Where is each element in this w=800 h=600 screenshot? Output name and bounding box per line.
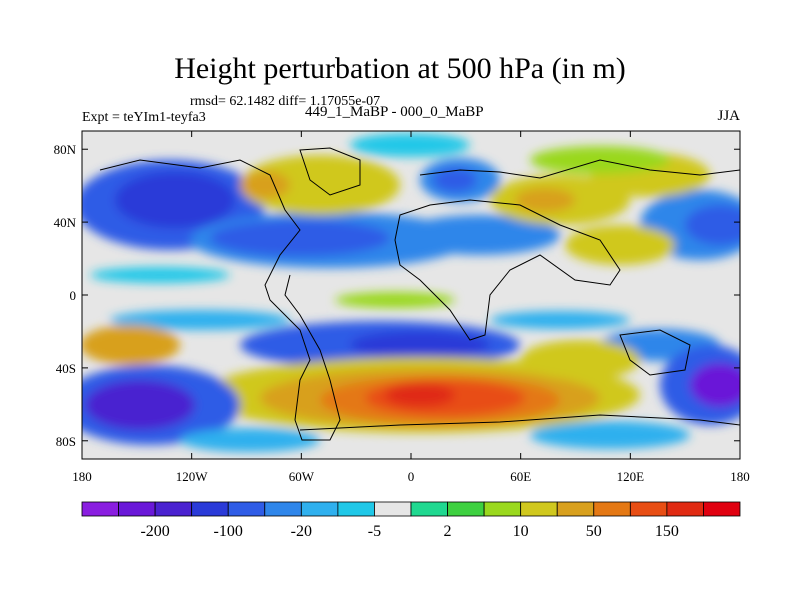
colorbar-swatch: [483, 501, 522, 517]
colorbar-swatch: [337, 501, 375, 517]
colorbar-label: -20: [291, 523, 312, 540]
longitude-axis: 180 120W 60W 0 60E 120E 180: [72, 131, 750, 484]
colorbar-swatch: [191, 501, 229, 517]
colorbar-swatch: [300, 501, 339, 517]
lon-tick-label: 120W: [176, 469, 209, 484]
colorbar-swatch: [520, 501, 558, 517]
rmsd-stats: rmsd= 62.1482 diff= 1.17055e-07: [190, 94, 381, 109]
colorbar-swatch: [556, 501, 595, 517]
colorbar-swatch: [118, 501, 156, 517]
colorbar-swatch: [447, 501, 485, 517]
colorbar-swatch: [81, 501, 119, 517]
colorbar-swatch: [154, 501, 193, 517]
colorbar-swatch: [264, 501, 302, 517]
colorbar-swatch: [593, 501, 631, 517]
comparison-label: 449_1_MaBP - 000_0_MaBP: [305, 104, 484, 120]
colorbar: -200 -100 -20 -5 2 10 50 150: [81, 501, 741, 540]
lat-tick-label: 0: [70, 288, 77, 303]
plot-title: Height perturbation at 500 hPa (in m): [174, 52, 626, 85]
colorbar-swatch: [227, 501, 266, 517]
experiment-label: Expt = teYIm1-teyfa3: [82, 110, 206, 125]
colorbar-swatch: [410, 501, 448, 517]
latitude-axis: 80N 40N 0 40S 80S: [54, 142, 740, 449]
lon-tick-label: 60W: [289, 469, 315, 484]
colorbar-swatch: [703, 501, 741, 517]
colorbar-label: -200: [140, 523, 169, 540]
colorbar-swatch: [629, 501, 668, 517]
colorbar-swatch: [666, 501, 704, 517]
colorbar-label: -5: [368, 523, 381, 540]
lon-tick-label: 60E: [510, 469, 531, 484]
lat-tick-label: 80N: [54, 142, 77, 157]
colorbar-swatch: [374, 501, 412, 517]
lon-tick-label: 0: [408, 469, 415, 484]
lat-tick-label: 40S: [56, 361, 76, 376]
colorbar-label: 10: [513, 523, 529, 540]
colorbar-label: 50: [586, 523, 602, 540]
lon-tick-label: 180: [72, 469, 92, 484]
colorbar-label: 150: [655, 523, 679, 540]
colorbar-label: -100: [214, 523, 243, 540]
coastlines: [99, 147, 740, 441]
lat-tick-label: 80S: [56, 434, 76, 449]
lat-tick-label: 40N: [54, 215, 77, 230]
lon-tick-label: 120E: [617, 469, 645, 484]
lon-tick-label: 180: [730, 469, 750, 484]
colorbar-label: 2: [444, 523, 452, 540]
season-label: JJA: [717, 108, 740, 124]
contour-field: [82, 131, 740, 459]
